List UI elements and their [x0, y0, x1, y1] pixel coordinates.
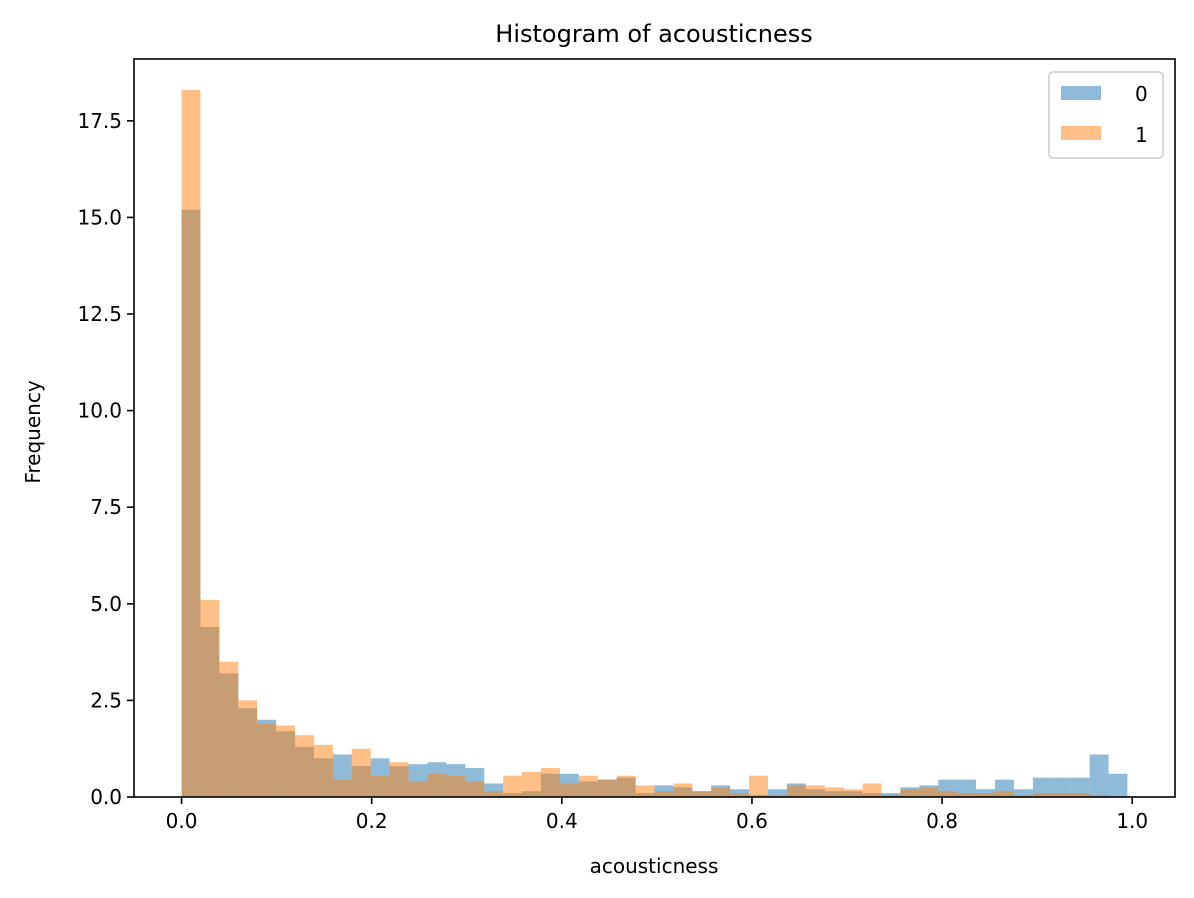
- bar-series-1-bin-45: [1032, 793, 1052, 797]
- legend-swatch-series-1: [1061, 126, 1101, 140]
- bar-series-1-bin-41: [957, 793, 977, 797]
- bar-series-1-bin-40: [938, 791, 958, 797]
- y-tick-label-5: 12.5: [77, 302, 122, 326]
- bar-series-1-bin-2: [219, 661, 239, 797]
- y-tick-label-2: 5.0: [90, 592, 122, 616]
- bar-series-1-bin-20: [559, 783, 579, 797]
- bar-series-1-bin-35: [843, 789, 863, 797]
- legend-label-series-0: 0: [1135, 82, 1148, 106]
- bar-series-1-bin-17: [503, 775, 523, 797]
- bar-series-1-bin-30: [749, 775, 769, 797]
- bar-series-1-bin-1: [200, 599, 220, 797]
- bars-layer: [181, 89, 1128, 797]
- bar-series-1-bin-8: [332, 779, 352, 797]
- bar-series-1-bin-22: [597, 779, 617, 797]
- y-tick-label-1: 2.5: [90, 688, 122, 712]
- bar-series-1-bin-9: [351, 748, 371, 797]
- x-tick-label-5: 1.0: [1116, 809, 1148, 833]
- bar-series-1-bin-3: [238, 700, 258, 797]
- bar-series-1-bin-42: [976, 793, 996, 797]
- bar-series-1-bin-19: [540, 768, 560, 797]
- bar-series-1-bin-48: [1089, 795, 1109, 797]
- y-tick-label-3: 7.5: [90, 495, 122, 519]
- bar-series-1-bin-46: [1051, 793, 1071, 797]
- y-tick-label-4: 10.0: [77, 399, 122, 423]
- x-axis-label: acousticness: [590, 854, 719, 878]
- bar-series-1-bin-38: [900, 789, 920, 797]
- bar-series-0-bin-46: [1051, 777, 1071, 797]
- bar-series-1-bin-14: [446, 775, 466, 797]
- bar-series-1-bin-6: [295, 735, 314, 797]
- bar-series-1-bin-24: [635, 785, 655, 797]
- chart-title: Histogram of acousticness: [495, 20, 812, 48]
- y-axis: 0.0 2.5 5.0 7.5 10.0 12.5 15.0 17.5: [77, 109, 134, 809]
- bar-series-1-bin-47: [1070, 793, 1090, 797]
- bar-series-0-bin-48: [1089, 754, 1109, 797]
- bar-series-1-bin-32: [786, 785, 806, 797]
- bar-series-1-bin-44: [1013, 795, 1033, 797]
- bar-series-1-bin-37: [881, 795, 901, 797]
- bar-series-0-bin-47: [1070, 777, 1090, 797]
- bar-series-1-bin-11: [389, 762, 409, 797]
- x-tick-label-1: 0.2: [356, 809, 388, 833]
- bar-series-1-bin-43: [995, 791, 1014, 797]
- bar-series-1-bin-28: [711, 787, 731, 797]
- bar-series-0-bin-49: [1108, 773, 1128, 797]
- bar-series-1-bin-33: [805, 785, 825, 797]
- bar-series-0-bin-44: [1013, 789, 1033, 797]
- bar-series-1-bin-4: [257, 723, 277, 797]
- plot-frame: [133, 58, 1176, 798]
- bar-series-1-bin-39: [919, 787, 939, 797]
- legend-label-series-1: 1: [1135, 123, 1148, 147]
- bar-series-1-bin-34: [824, 787, 844, 797]
- bar-series-1-bin-36: [862, 783, 882, 797]
- bar-series-1-bin-13: [427, 773, 447, 797]
- x-tick-label-3: 0.6: [736, 809, 768, 833]
- bar-series-1-bin-7: [313, 744, 333, 797]
- bar-series-0-bin-31: [768, 789, 787, 797]
- x-tick-label-2: 0.4: [546, 809, 578, 833]
- y-tick-label-6: 15.0: [77, 205, 122, 229]
- bar-series-0-bin-45: [1032, 777, 1052, 797]
- x-tick-label-0: 0.0: [166, 809, 198, 833]
- bar-series-1-bin-23: [616, 775, 636, 797]
- bar-series-1-bin-25: [654, 791, 674, 797]
- bar-series-1-bin-15: [465, 781, 485, 797]
- bar-series-1-bin-10: [370, 775, 390, 797]
- x-tick-label-4: 0.8: [926, 809, 958, 833]
- y-tick-label-7: 17.5: [77, 109, 122, 133]
- x-axis: 0.0 0.2 0.4 0.6 0.8 1.0: [166, 797, 1148, 833]
- y-tick-label-0: 0.0: [90, 785, 122, 809]
- bar-series-1-bin-31: [768, 795, 787, 797]
- series-1-bars: [181, 89, 1109, 797]
- bar-series-1-bin-16: [484, 791, 504, 797]
- legend-swatch-series-0: [1061, 86, 1101, 100]
- bar-series-1-bin-0: [181, 89, 201, 797]
- bar-series-1-bin-27: [692, 791, 712, 797]
- bar-series-0-bin-41: [957, 779, 977, 797]
- bar-series-1-bin-5: [276, 725, 296, 797]
- bar-series-1-bin-21: [578, 775, 598, 797]
- bar-series-1-bin-18: [522, 771, 541, 797]
- bar-series-1-bin-12: [408, 781, 428, 797]
- y-axis-label: Frequency: [21, 380, 45, 483]
- legend: 0 1: [1048, 71, 1164, 159]
- bar-series-1-bin-29: [730, 793, 750, 797]
- bar-series-1-bin-26: [673, 783, 693, 797]
